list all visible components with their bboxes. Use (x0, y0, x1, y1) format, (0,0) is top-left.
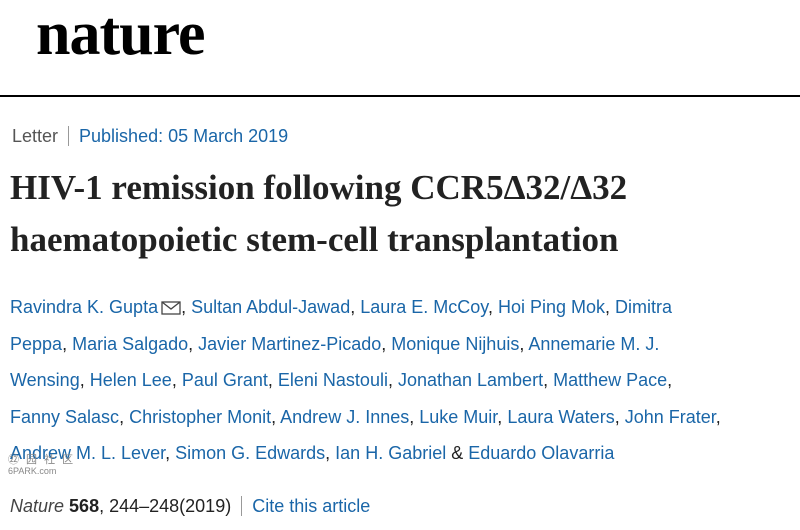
author-link[interactable]: Hoi Ping Mok (497, 297, 605, 317)
author-link[interactable]: Peppa (10, 333, 63, 354)
author-separator: , (165, 443, 176, 464)
watermark-text: 6PARK.com (8, 466, 57, 476)
nature-logo[interactable]: nature (36, 0, 206, 68)
cite-this-article-link[interactable]: Cite this article (252, 496, 371, 516)
author-name[interactable]: Ravindra K. Gupta (10, 297, 159, 317)
author-separator: , (271, 406, 281, 427)
author-separator: , (79, 370, 90, 391)
author-separator: , (267, 370, 278, 391)
journal-name: Nature (10, 496, 65, 516)
meta-divider (68, 126, 70, 146)
author-separator: , (409, 406, 420, 427)
published-date: Published: 05 March 2019 (79, 126, 289, 146)
author-link[interactable]: Fanny Salasc (10, 406, 120, 427)
author-link[interactable]: Laura Waters (507, 406, 615, 427)
author-link[interactable]: Eleni Nastouli (277, 370, 388, 391)
author-link[interactable]: Eduardo Olavarria (468, 443, 615, 464)
author-separator: , (350, 297, 361, 317)
author-separator: , (381, 333, 392, 354)
watermark: ㉒ 园 社 区 6PARK.com (8, 455, 75, 477)
author-link[interactable]: Christopher Monit (129, 406, 272, 427)
journal-volume: 568 (69, 496, 100, 516)
author-separator: , (519, 333, 529, 354)
article-title: HIV-1 remission following CCR5Δ32/Δ32 ha… (10, 162, 790, 266)
author-separator: , (543, 370, 554, 391)
author-link[interactable]: John Frater (624, 406, 716, 427)
author-separator: , (605, 297, 616, 317)
author-link[interactable]: Paul Grant (181, 370, 268, 391)
citation-divider (241, 496, 243, 516)
citation-line: Nature 568, 244–248(2019) Cite this artic… (10, 494, 370, 518)
article-type: Letter (12, 126, 59, 146)
title-line-1: HIV-1 remission following CCR5Δ32/Δ32 (10, 168, 628, 207)
author-link[interactable]: Wensing (10, 370, 80, 391)
author-link[interactable]: Andrew M. L. Lever (10, 443, 166, 464)
author-link[interactable]: Andrew J. Innes (280, 406, 410, 427)
title-line-2: haematopoietic stem-cell transplantation (10, 220, 619, 259)
author-link[interactable]: Monique Nijhuis (391, 333, 520, 354)
author-link[interactable]: Annemarie M. J. (528, 333, 660, 354)
author-separator: , (497, 406, 508, 427)
author-separator: , (325, 443, 336, 464)
author-list: Ravindra K. Gupta, Sultan Abdul-Jawad, L… (10, 289, 790, 472)
author-link[interactable]: Maria Salgado (72, 333, 189, 354)
masthead: nature (0, 0, 800, 97)
author-link[interactable]: Matthew Pace (553, 370, 668, 391)
author-separator: , (119, 406, 130, 427)
author-link[interactable]: Luke Muir (419, 406, 498, 427)
author-link[interactable]: Javier Martinez-Picado (198, 333, 382, 354)
author-separator: , (188, 333, 199, 354)
author-link[interactable]: Simon G. Edwards (175, 443, 326, 464)
author-separator: , (667, 370, 673, 391)
author-link[interactable]: Sultan Abdul-Jawad (191, 297, 351, 317)
author-separator: , (614, 406, 625, 427)
author-link[interactable]: Dimitra (615, 297, 673, 317)
author-separator: , (181, 297, 192, 317)
author-ampersand: & (446, 443, 469, 464)
article-meta: Letter Published: 05 March 2019 (12, 124, 288, 148)
journal-pages-year: , 244–248(2019) (99, 496, 232, 516)
author-link[interactable]: Helen Lee (89, 370, 172, 391)
author-separator: , (171, 370, 182, 391)
watermark-glyphs: ㉒ 园 社 区 (8, 454, 76, 466)
author-link[interactable]: Ian H. Gabriel (335, 443, 447, 464)
author-link[interactable]: Jonathan Lambert (397, 370, 544, 391)
author-separator: , (715, 406, 721, 427)
author-separator: , (487, 297, 498, 317)
author-link[interactable]: Ravindra K. Gupta (10, 297, 181, 317)
envelope-icon[interactable] (161, 301, 181, 315)
author-link[interactable]: Laura E. McCoy (360, 297, 488, 317)
author-separator: , (387, 370, 398, 391)
author-separator: , (62, 333, 73, 354)
